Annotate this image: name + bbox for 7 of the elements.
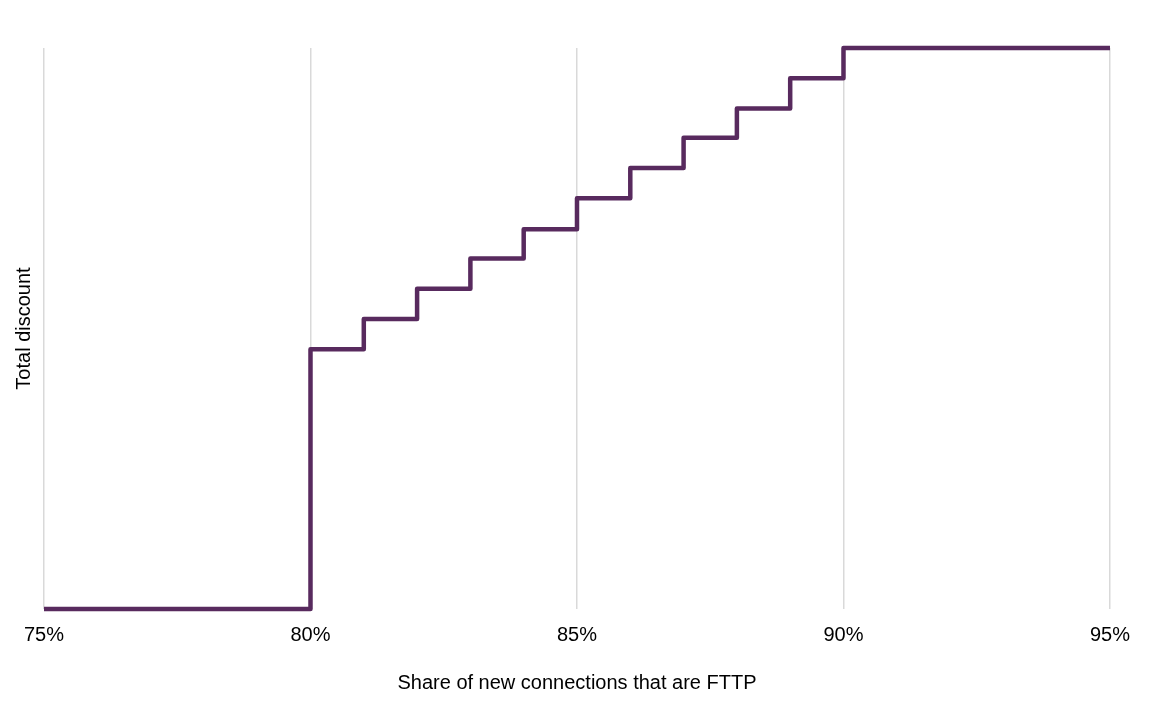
x-tick-label: 80% (290, 622, 331, 645)
y-axis-title: Total discount (11, 266, 34, 390)
x-tick-label: 90% (823, 622, 864, 645)
x-tick-label: 75% (23, 622, 65, 645)
x-axis-title: Share of new connections that are FTTP (397, 670, 757, 693)
x-tick-label: 85% (556, 622, 598, 645)
x-tick-label: 95% (1089, 622, 1131, 645)
